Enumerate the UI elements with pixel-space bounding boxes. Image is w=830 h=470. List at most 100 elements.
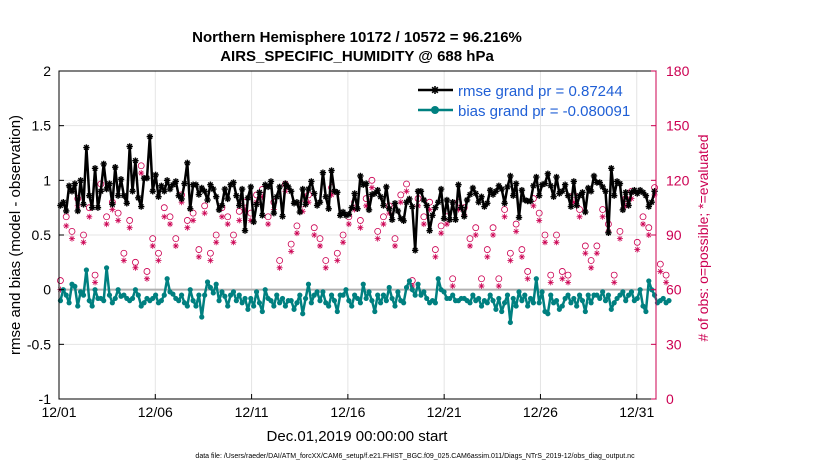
bias-point	[519, 298, 525, 304]
rmse-point	[71, 180, 79, 187]
y-left-tick-label: -0.5	[27, 336, 51, 352]
bias-point	[611, 300, 617, 306]
obs-evaluated-point	[593, 250, 600, 257]
rmse-point	[351, 190, 358, 197]
rmse-point	[163, 177, 171, 184]
bias-point	[158, 298, 164, 304]
rmse-point	[556, 190, 563, 197]
obs-evaluated-point	[86, 213, 93, 220]
obs-evaluated-point	[518, 253, 525, 260]
rmse-point	[161, 188, 168, 195]
bias-point	[259, 308, 265, 315]
bias-point	[277, 300, 283, 306]
bias-point	[620, 289, 626, 295]
rmse-point	[210, 185, 217, 193]
rmse-point	[166, 185, 174, 193]
rmse-point	[264, 183, 272, 191]
rmse-point	[135, 194, 142, 202]
bias-point	[225, 303, 231, 309]
obs-possible-point	[126, 217, 134, 224]
obs-possible-point	[160, 204, 168, 212]
obs-evaluated-point	[132, 264, 139, 271]
bias-point	[334, 308, 340, 315]
obs-possible-point	[212, 231, 220, 239]
bias-point	[305, 281, 312, 287]
rmse-point	[409, 203, 416, 210]
bias-point	[401, 300, 407, 306]
rmse-point	[218, 202, 226, 209]
obs-evaluated-point	[115, 217, 122, 224]
rmse-point	[435, 199, 442, 206]
chart-title-line2: AIRS_SPECIFIC_HUMIDITY @ 688 hPa	[220, 48, 494, 65]
rmse-point	[302, 201, 309, 208]
obs-evaluated-point	[120, 257, 127, 264]
rmse-point	[311, 190, 318, 197]
obs-evaluated-point	[374, 235, 381, 242]
bias-point	[409, 287, 415, 293]
bias-point	[435, 276, 441, 282]
bias-point	[256, 300, 263, 306]
rmse-point	[420, 196, 428, 204]
rmse-point	[212, 193, 220, 200]
obs-possible-point	[576, 206, 583, 213]
bias-point	[392, 303, 398, 309]
obs-evaluated-point	[161, 213, 168, 220]
bias-point	[63, 292, 69, 298]
rmse-point	[440, 215, 448, 222]
obs-possible-point	[564, 271, 572, 279]
y-left-tick-label: 0	[43, 282, 51, 298]
x-tick-label: 12/11	[235, 404, 269, 420]
obs-evaluated-point	[195, 253, 202, 260]
rmse-point	[293, 199, 301, 206]
obs-possible-point	[656, 260, 664, 268]
rmse-point	[83, 144, 90, 151]
rmse-point	[394, 207, 402, 215]
bias-point	[553, 298, 560, 304]
bias-point	[294, 300, 300, 306]
obs-evaluated-point	[501, 213, 508, 220]
obs-evaluated-point	[265, 221, 272, 228]
rmse-point	[455, 181, 462, 188]
rmse-point	[475, 199, 482, 206]
bias-point	[565, 292, 571, 298]
bias-point	[80, 292, 87, 298]
rmse-point	[429, 212, 436, 219]
obs-possible-point	[645, 224, 653, 232]
obs-evaluated-point	[149, 242, 156, 249]
bias-point	[490, 298, 496, 304]
rmse-point	[377, 193, 384, 200]
obs-evaluated-point	[547, 279, 554, 286]
rmse-point	[187, 205, 194, 212]
obs-possible-point	[593, 242, 601, 250]
obs-evaluated-point	[345, 221, 352, 228]
y-right-tick-label: 60	[666, 282, 682, 298]
bias-point	[623, 298, 629, 304]
obs-possible-point	[495, 275, 503, 283]
bias-point	[248, 295, 254, 302]
rmse-point	[181, 180, 188, 187]
obs-possible-point	[91, 271, 99, 279]
bias-point	[161, 292, 167, 298]
bias-point	[421, 289, 427, 295]
rmse-point	[400, 217, 407, 224]
obs-evaluated-point	[391, 242, 398, 249]
obs-possible-point	[316, 235, 324, 243]
rmse-point	[472, 190, 479, 197]
obs-possible-point	[287, 240, 295, 248]
bias-point	[574, 303, 580, 309]
obs-evaluated-point	[155, 257, 162, 264]
x-tick-label: 12/26	[523, 404, 558, 420]
rmse-point	[579, 189, 586, 196]
rmse-point	[276, 183, 283, 191]
rmse-point	[599, 183, 606, 191]
bias-point	[576, 292, 583, 298]
obs-possible-point	[512, 220, 520, 228]
bias-point	[533, 276, 539, 282]
rmse-point	[250, 218, 257, 226]
obs-possible-point	[172, 235, 180, 243]
rmse-point	[296, 208, 304, 216]
obs-possible-point	[201, 202, 209, 210]
rmse-point	[91, 165, 99, 172]
bias-point	[187, 287, 193, 293]
obs-possible-point	[339, 231, 347, 239]
